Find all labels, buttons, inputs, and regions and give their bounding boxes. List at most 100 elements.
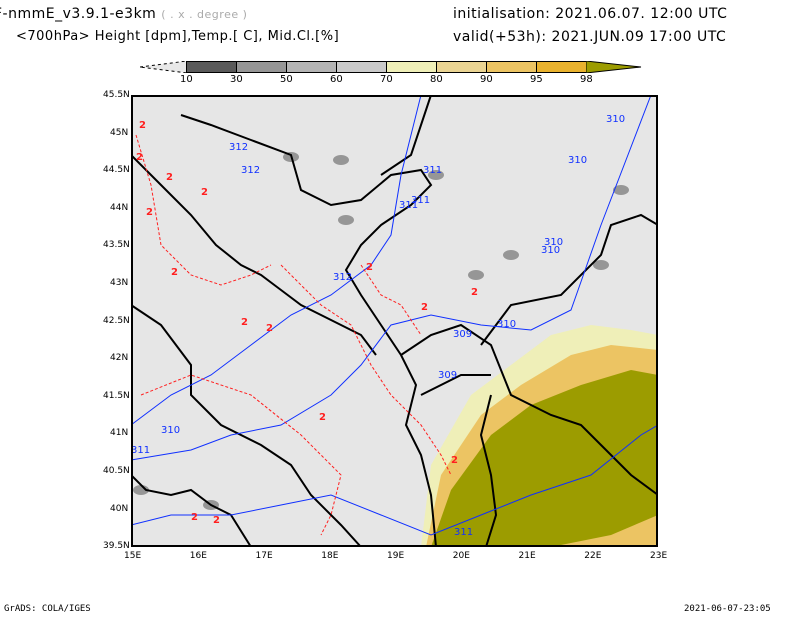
map-plot: 3123123123113113113103103103103103093093… — [131, 95, 658, 547]
coastline-border — [380, 95, 498, 547]
temp-contour-label: 2 — [366, 262, 373, 273]
colorbar-label: 95 — [530, 74, 543, 85]
colorbar-segment — [386, 61, 437, 73]
temp-contour-label: 2 — [136, 152, 143, 163]
lon-label: 16E — [189, 551, 207, 561]
lat-label: 45.5N — [103, 90, 130, 100]
cloud-area — [333, 155, 349, 165]
cloud-area — [613, 185, 629, 195]
temp-contour-label: 2 — [213, 515, 220, 526]
colorbar-label: 50 — [280, 74, 293, 85]
colorbar-segment — [186, 61, 237, 73]
height-contour-label: 310 — [606, 114, 625, 125]
colorbar-label: 30 — [230, 74, 243, 85]
colorbar-label: 70 — [380, 74, 393, 85]
lat-label: 41.5N — [103, 390, 130, 401]
lat-label: 44N — [110, 202, 129, 213]
coastline-border — [180, 114, 437, 547]
init-time: initialisation: 2021.06.07. 12:00 UTC — [453, 6, 728, 22]
lat-label: 44.5N — [103, 165, 130, 176]
temp-contour-label: 2 — [146, 207, 153, 218]
cloud-area — [468, 270, 484, 280]
cloud-area — [593, 260, 609, 270]
coastline-border — [420, 213, 658, 396]
footer-timestamp: 2021-06-07-23:05 — [684, 604, 771, 614]
height-contour-label: 309 — [453, 329, 472, 340]
colorbar-segment — [436, 61, 487, 73]
lon-label: 22E — [584, 551, 602, 561]
lon-label: 15E — [124, 551, 142, 561]
cloud-area — [133, 485, 149, 495]
coastline-border — [131, 304, 362, 547]
colorbar-segment — [236, 61, 287, 73]
colorbar-segment — [336, 61, 387, 73]
colorbar-segment — [486, 61, 537, 73]
lat-label: 43N — [110, 278, 129, 288]
height-contour-label: 310 — [544, 237, 563, 248]
height-contour-label: 310 — [161, 425, 180, 436]
cloud-area — [338, 215, 354, 225]
height-contour-label: 311 — [411, 195, 430, 206]
lat-label: 40.5N — [103, 466, 130, 476]
temp-contour-label: 2 — [139, 120, 146, 131]
height-contour-label: 311 — [423, 165, 442, 176]
height-contour-label: 311 — [399, 200, 418, 211]
lat-label: 43.5N — [103, 240, 130, 251]
model-name: F-nmmE_v3.9.1-e3km — [0, 6, 157, 22]
footer-grads: GrADS: COLA/IGES — [4, 604, 91, 614]
colorbar-label: 80 — [430, 74, 443, 85]
temp-contour-label: 2 — [201, 187, 208, 198]
cloud-area — [431, 370, 658, 547]
temp-contour-label: 2 — [451, 455, 458, 466]
height-contour-label: 310 — [568, 155, 587, 166]
height-contour-label: 310 — [497, 319, 516, 330]
height-contour-label: 311 — [131, 445, 150, 456]
lon-label: 21E — [518, 551, 536, 561]
lat-label: 42N — [110, 353, 129, 364]
temp-contour-label: 2 — [471, 287, 478, 298]
lon-label: 18E — [321, 551, 339, 561]
height-contour-label: 309 — [438, 370, 457, 381]
lon-label: 17E — [255, 551, 273, 561]
model-title: F-nmmE_v3.9.1-e3km ( . x . degree ) — [0, 6, 247, 22]
coastline-border — [131, 154, 377, 356]
lat-label: 40N — [110, 503, 129, 514]
colorbar-low-arrow — [140, 61, 188, 73]
lat-label: 45N — [110, 127, 129, 138]
temp-contour-label: 2 — [266, 323, 273, 334]
height-contour-label: 312 — [229, 142, 248, 153]
lon-label: 23E — [650, 551, 668, 561]
height-contour — [131, 95, 422, 426]
lat-label: 39.5N — [103, 541, 130, 552]
units-note: ( . x . degree ) — [161, 8, 248, 21]
temp-contour-label: 2 — [319, 412, 326, 423]
subtitle: <700hPa> Height [dpm],Temp.[ C], Mid.Cl.… — [16, 29, 340, 44]
colorbar-segment — [286, 61, 337, 73]
height-contour-label: 311 — [454, 527, 473, 538]
height-contour-label: 312 — [333, 272, 352, 283]
height-contour-label: 310 — [541, 245, 560, 256]
lat-label: 41N — [110, 428, 129, 439]
cloud-area — [503, 250, 519, 260]
colorbar-high-arrow — [586, 61, 642, 73]
map-frame — [131, 95, 658, 547]
temp-contour — [280, 264, 452, 476]
temp-contour-label: 2 — [191, 512, 198, 523]
temp-contour-label: 2 — [421, 302, 428, 313]
height-contour — [131, 95, 652, 461]
colorbar-segment — [536, 61, 587, 73]
lon-label: 20E — [452, 551, 470, 561]
valid-time: valid(+53h): 2021.JUN.09 17:00 UTC — [453, 29, 727, 45]
temp-contour — [135, 134, 342, 536]
height-contour-label: 312 — [241, 165, 260, 176]
colorbar-label: 60 — [330, 74, 343, 85]
lat-label: 42.5N — [103, 315, 130, 326]
colorbar-label: 90 — [480, 74, 493, 85]
colorbar-label: 98 — [580, 74, 593, 85]
coastline-border — [400, 323, 658, 496]
temp-contour-label: 2 — [171, 267, 178, 278]
colorbar-label: 10 — [180, 74, 193, 85]
lon-label: 19E — [387, 551, 405, 561]
height-contour — [131, 424, 658, 536]
temp-contour-label: 2 — [241, 317, 248, 328]
